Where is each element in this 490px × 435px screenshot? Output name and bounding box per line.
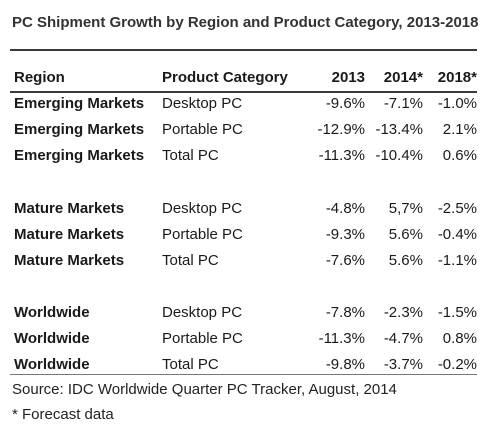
value-2018-cell: -0.4% [437,226,477,243]
value-2013-cell: -9.6% [325,95,365,112]
table-row: Emerging Markets Desktop PC -9.6% -7.1% … [10,92,477,116]
region-cell: Emerging Markets [14,121,145,138]
value-2014-cell: -13.4% [375,121,423,138]
value-2013-cell: -9.3% [325,226,365,243]
value-2014-cell: 5.6% [388,226,423,243]
region-cell: Worldwide [14,304,90,321]
value-2018-cell: 0.8% [442,330,477,347]
region-cell: Emerging Markets [14,147,145,164]
header-rule [10,91,477,93]
table-header: Region Product Category 2013 2014* 2018* [10,66,477,90]
category-cell: Desktop PC [162,200,243,217]
category-cell: Portable PC [162,226,243,243]
value-2013-cell: -9.8% [325,356,365,373]
table-row: Emerging Markets Portable PC -12.9% -13.… [10,118,477,142]
value-2018-cell: -1.5% [437,304,477,321]
header-region: Region [14,69,65,86]
category-cell: Portable PC [162,330,243,347]
region-cell: Mature Markets [14,226,125,243]
category-cell: Total PC [162,147,219,164]
value-2018-cell: 2.1% [442,121,477,138]
value-2013-cell: -4.8% [325,200,365,217]
top-rule [10,49,477,51]
header-2014: 2014* [383,69,423,86]
table-row: Mature Markets Desktop PC -4.8% 5,7% -2.… [10,197,477,221]
value-2013-cell: -7.6% [325,252,365,269]
value-2014-cell: -2.3% [383,304,423,321]
category-cell: Desktop PC [162,304,243,321]
value-2014-cell: -7.1% [383,95,423,112]
value-2014-cell: -10.4% [375,147,423,164]
table-row: Worldwide Total PC -9.8% -3.7% -0.2% [10,353,477,377]
region-cell: Emerging Markets [14,95,145,112]
value-2018-cell: -1.0% [437,95,477,112]
value-2018-cell: -2.5% [437,200,477,217]
source-note: Source: IDC Worldwide Quarter PC Tracker… [12,381,397,398]
value-2014-cell: -4.7% [383,330,423,347]
forecast-footnote: * Forecast data [12,406,114,423]
table-row: Mature Markets Portable PC -9.3% 5.6% -0… [10,223,477,247]
value-2013-cell: -11.3% [318,147,365,164]
header-product-category: Product Category [162,69,288,86]
value-2014-cell: 5,7% [388,200,423,217]
table-title: PC Shipment Growth by Region and Product… [12,14,479,31]
category-cell: Total PC [162,252,219,269]
table-row: Worldwide Portable PC -11.3% -4.7% 0.8% [10,327,477,351]
category-cell: Total PC [162,356,219,373]
value-2014-cell: -3.7% [383,356,423,373]
table-row: Emerging Markets Total PC -11.3% -10.4% … [10,144,477,168]
value-2018-cell: -1.1% [437,252,477,269]
table-row: Mature Markets Total PC -7.6% 5.6% -1.1% [10,249,477,273]
header-2018: 2018* [437,69,477,86]
value-2018-cell: -0.2% [437,356,477,373]
value-2013-cell: -11.3% [318,330,365,347]
table-row: Worldwide Desktop PC -7.8% -2.3% -1.5% [10,301,477,325]
header-2013: 2013 [331,69,365,86]
value-2013-cell: -7.8% [325,304,365,321]
value-2018-cell: 0.6% [442,147,477,164]
region-cell: Worldwide [14,356,90,373]
region-cell: Mature Markets [14,200,125,217]
region-cell: Mature Markets [14,252,125,269]
bottom-rule [10,374,477,375]
category-cell: Portable PC [162,121,243,138]
value-2013-cell: -12.9% [317,121,365,138]
region-cell: Worldwide [14,330,90,347]
value-2014-cell: 5.6% [388,252,423,269]
category-cell: Desktop PC [162,95,243,112]
